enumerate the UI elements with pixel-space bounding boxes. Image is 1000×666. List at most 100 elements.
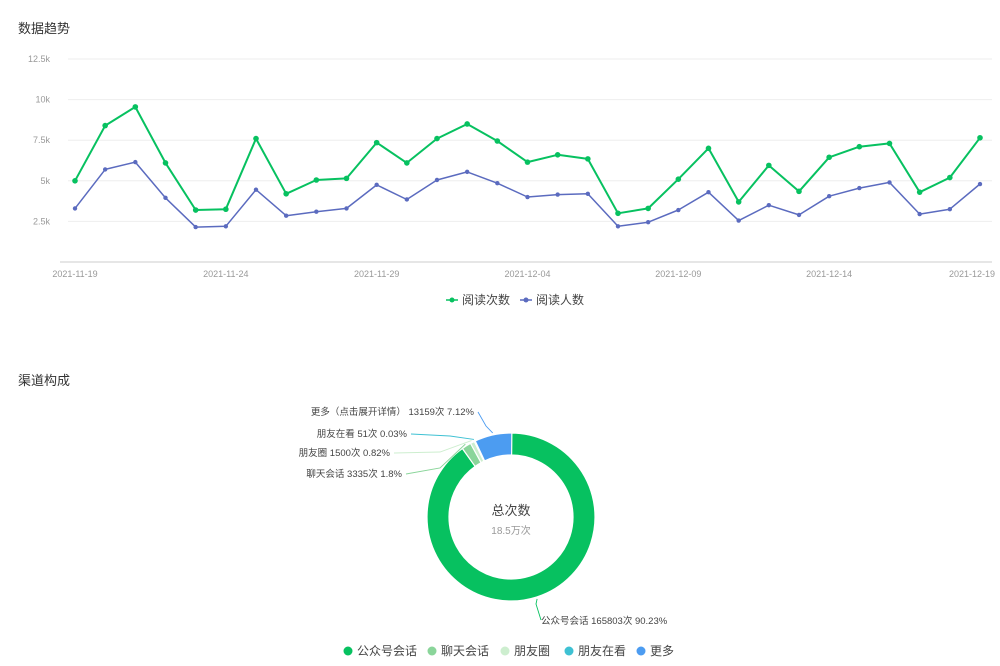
data-point[interactable] bbox=[494, 138, 501, 144]
legend-color-dot bbox=[564, 646, 574, 656]
data-point[interactable] bbox=[163, 195, 168, 201]
x-tick-label: 2021-11-24 bbox=[203, 269, 248, 279]
legend-dot-marker bbox=[449, 297, 455, 303]
legend-label: 公众号会话 bbox=[357, 644, 417, 658]
y-tick-label: 7.5k bbox=[33, 135, 51, 145]
data-point[interactable] bbox=[495, 181, 500, 186]
data-point[interactable] bbox=[675, 176, 682, 182]
data-point[interactable] bbox=[615, 210, 621, 217]
data-point[interactable] bbox=[947, 174, 953, 181]
data-point[interactable] bbox=[404, 160, 410, 166]
data-point[interactable] bbox=[253, 135, 259, 142]
data-point[interactable] bbox=[947, 207, 953, 212]
data-point[interactable] bbox=[283, 190, 289, 197]
data-point[interactable] bbox=[796, 188, 802, 195]
data-point[interactable] bbox=[133, 159, 138, 165]
donut-slice-label: 朋友在看 51次 0.03% bbox=[317, 428, 408, 440]
legend-label: 聊天会话 bbox=[441, 644, 489, 658]
data-point[interactable] bbox=[192, 207, 199, 213]
data-point[interactable] bbox=[645, 220, 651, 225]
y-tick-label: 10k bbox=[35, 95, 50, 105]
data-point[interactable] bbox=[404, 197, 410, 202]
legend-label: 阅读人数 bbox=[536, 292, 584, 307]
data-point[interactable] bbox=[887, 180, 892, 185]
data-point[interactable] bbox=[162, 160, 169, 166]
data-point[interactable] bbox=[193, 224, 198, 230]
legend-color-dot bbox=[500, 646, 510, 656]
data-point[interactable] bbox=[102, 122, 108, 129]
x-tick-label: 2021-12-09 bbox=[655, 269, 701, 279]
donut-legend-item[interactable]: 聊天会话 bbox=[427, 644, 490, 658]
y-tick-label: 12.5k bbox=[28, 54, 51, 64]
data-point[interactable] bbox=[525, 194, 530, 200]
donut-slice-label: 更多（点击展开详情） 13159次 7.12% bbox=[311, 406, 475, 418]
data-point[interactable] bbox=[977, 181, 983, 187]
data-point[interactable] bbox=[856, 143, 863, 150]
series-line-readers bbox=[74, 161, 981, 228]
data-point[interactable] bbox=[464, 121, 470, 127]
donut-legend-item[interactable]: 朋友圈 bbox=[500, 644, 551, 658]
x-tick-label: 2021-12-19 bbox=[949, 269, 995, 279]
data-point[interactable] bbox=[585, 191, 591, 196]
legend-item-reads[interactable]: 阅读次数 bbox=[446, 292, 510, 307]
legend-label: 朋友圈 bbox=[514, 644, 550, 658]
data-point[interactable] bbox=[705, 145, 712, 152]
data-point[interactable] bbox=[917, 211, 922, 217]
data-point[interactable] bbox=[735, 199, 742, 205]
data-point[interactable] bbox=[826, 194, 832, 199]
y-tick-label: 2.5k bbox=[33, 216, 51, 226]
data-point[interactable] bbox=[645, 205, 651, 212]
data-point[interactable] bbox=[373, 139, 380, 146]
data-point[interactable] bbox=[313, 177, 320, 183]
legend-item-readers[interactable]: 阅读人数 bbox=[520, 292, 584, 307]
x-tick-label: 2021-12-14 bbox=[806, 269, 852, 279]
data-point[interactable] bbox=[374, 182, 379, 188]
donut-slice-label: 朋友圈 1500次 0.82% bbox=[299, 447, 391, 459]
legend-color-dot bbox=[427, 646, 437, 656]
donut-legend-item[interactable]: 公众号会话 bbox=[343, 644, 418, 658]
x-tick-label: 2021-11-19 bbox=[52, 269, 97, 279]
data-point[interactable] bbox=[314, 209, 319, 214]
data-point[interactable] bbox=[826, 154, 832, 161]
leader-line bbox=[410, 433, 475, 440]
data-point[interactable] bbox=[343, 175, 350, 182]
data-point[interactable] bbox=[283, 213, 289, 218]
data-point[interactable] bbox=[223, 206, 229, 213]
donut-slice-0[interactable] bbox=[426, 432, 596, 602]
data-point[interactable] bbox=[886, 140, 893, 147]
data-point[interactable] bbox=[796, 212, 802, 218]
data-point[interactable] bbox=[554, 152, 561, 158]
data-point[interactable] bbox=[253, 187, 259, 192]
donut-center-title: 总次数 bbox=[491, 503, 530, 518]
donut-slice-label: 聊天会话 3335次 1.8% bbox=[306, 468, 402, 480]
data-point[interactable] bbox=[72, 178, 78, 184]
legend-color-dot bbox=[636, 646, 646, 656]
data-point[interactable] bbox=[676, 207, 681, 213]
trend-section-title: 数据趋势 bbox=[18, 21, 71, 36]
data-point[interactable] bbox=[766, 202, 772, 208]
donut-legend-item[interactable]: 更多 bbox=[636, 644, 675, 658]
data-point[interactable] bbox=[736, 218, 741, 223]
data-point[interactable] bbox=[344, 206, 349, 211]
data-point[interactable] bbox=[72, 206, 78, 211]
data-point[interactable] bbox=[615, 224, 621, 229]
data-point[interactable] bbox=[434, 177, 440, 183]
data-point[interactable] bbox=[524, 159, 531, 165]
data-point[interactable] bbox=[132, 104, 139, 110]
data-point[interactable] bbox=[555, 192, 560, 197]
data-point[interactable] bbox=[223, 224, 229, 229]
x-tick-label: 2021-11-29 bbox=[354, 269, 399, 279]
data-point[interactable] bbox=[434, 135, 440, 142]
data-point[interactable] bbox=[977, 134, 983, 141]
data-point[interactable] bbox=[464, 169, 470, 175]
data-point[interactable] bbox=[916, 189, 923, 195]
data-point[interactable] bbox=[706, 189, 711, 195]
leader-line bbox=[535, 598, 542, 621]
donut-legend-item[interactable]: 朋友在看 bbox=[564, 644, 627, 658]
donut-slice-4[interactable] bbox=[474, 432, 513, 462]
data-point[interactable] bbox=[102, 167, 108, 172]
data-point[interactable] bbox=[766, 162, 772, 169]
data-point[interactable] bbox=[857, 185, 862, 191]
donut-center-value: 18.5万次 bbox=[491, 524, 530, 537]
data-point[interactable] bbox=[585, 156, 591, 162]
